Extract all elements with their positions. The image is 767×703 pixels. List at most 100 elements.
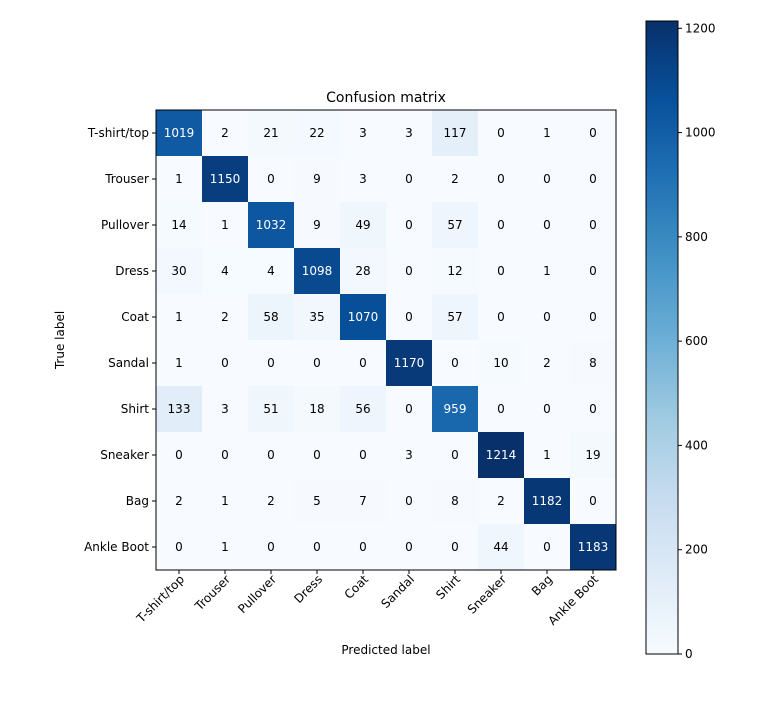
heatmap-cell [478,340,525,387]
cell-value-label: 1 [221,540,229,554]
colorbar-tick-label: 800 [685,230,708,244]
cell-value-label: 22 [309,126,324,140]
heatmap-cell [386,110,433,157]
heatmap-cell [202,478,249,525]
cell-value-label: 57 [447,310,462,324]
heatmap-cell [524,432,571,479]
heatmap-cell [432,202,479,249]
y-tick-label: Shirt [121,402,149,416]
cell-value-label: 0 [405,402,413,416]
cell-value-label: 56 [355,402,370,416]
cell-value-label: 0 [543,218,551,232]
heatmap-cell [156,110,203,157]
heatmap-cell [156,524,203,571]
cell-value-label: 0 [359,356,367,370]
heatmap-cell [202,524,249,571]
heatmap-cell [294,248,341,295]
x-tick-label: Shirt [433,572,463,602]
cell-value-label: 9 [313,218,321,232]
chart-title: Confusion matrix [326,90,446,106]
cell-value-label: 44 [493,540,508,554]
cell-value-label: 0 [497,402,505,416]
heatmap-cell [294,156,341,203]
y-tick-label: Sneaker [100,448,149,462]
heatmap-cell [202,386,249,433]
cell-value-label: 1214 [486,448,517,462]
heatmap-cell [202,294,249,341]
cell-value-label: 51 [263,402,278,416]
colorbar-tick-label: 400 [685,438,708,452]
heatmap-cell [478,478,525,525]
heatmap-cell [570,110,617,157]
cell-value-label: 0 [497,264,505,278]
heatmap-cell [248,156,295,203]
colorbar-tick-label: 0 [685,647,693,661]
cell-value-label: 3 [405,448,413,462]
cell-value-label: 28 [355,264,370,278]
cell-value-label: 0 [497,218,505,232]
heatmap-cell [524,202,571,249]
heatmap-cell [524,294,571,341]
heatmap-cell [570,524,617,571]
colorbar-tick-label: 600 [685,334,708,348]
heatmap-cell [294,202,341,249]
heatmap-cell [202,156,249,203]
cell-value-label: 0 [405,540,413,554]
heatmap-cell [340,110,387,157]
cell-value-label: 2 [497,494,505,508]
colorbar-tick-label: 1200 [685,21,716,35]
cell-value-label: 3 [359,126,367,140]
heatmap-cell [294,478,341,525]
cell-value-label: 18 [309,402,324,416]
x-tick-label: Trouser [192,572,234,614]
heatmap-cell [524,110,571,157]
cell-value-label: 0 [543,310,551,324]
cell-value-label: 0 [405,494,413,508]
colorbar-tick-label: 200 [685,543,708,557]
y-tick-label: Sandal [108,356,149,370]
heatmap-cell [248,478,295,525]
cell-value-label: 0 [497,172,505,186]
heatmap-cell [340,478,387,525]
cell-value-label: 0 [451,448,459,462]
cell-value-label: 0 [497,310,505,324]
cell-value-label: 0 [405,218,413,232]
heatmap-cell [570,386,617,433]
y-axis-ticks: T-shirt/top Trouser Pullover Dress Coat Sanda… [84,126,156,554]
heatmap-cell [156,386,203,433]
cell-value-label: 0 [221,356,229,370]
heatmap-cell [248,202,295,249]
heatmap-cell [340,294,387,341]
heatmap-cell [432,386,479,433]
cell-value-label: 0 [405,172,413,186]
x-tick-label: T-shirt/top [133,572,187,626]
heatmap-cell [478,386,525,433]
cell-value-label: 10 [493,356,508,370]
heatmap-cell [248,110,295,157]
heatmap-cell [386,524,433,571]
heatmap-cell [386,340,433,387]
heatmap-cell [386,432,433,479]
cell-value-label: 9 [313,172,321,186]
heatmap-cell [294,294,341,341]
heatmap-cell [294,386,341,433]
heatmap-cell [248,524,295,571]
heatmap-cell [478,110,525,157]
cell-value-label: 0 [543,402,551,416]
y-tick-label: Ankle Boot [84,540,149,554]
cell-value-label: 0 [451,540,459,554]
cell-value-label: 2 [451,172,459,186]
cell-value-label: 1 [175,172,183,186]
cell-value-label: 4 [267,264,275,278]
x-tick-label: Coat [342,572,372,602]
cell-value-label: 4 [221,264,229,278]
heatmap-cell [340,156,387,203]
cell-value-label: 58 [263,310,278,324]
cell-value-label: 1 [543,448,551,462]
cell-value-label: 1098 [302,264,333,278]
heatmap-cell [156,156,203,203]
heatmap-cell [340,432,387,479]
x-tick-label: Bag [529,572,555,598]
heatmap-cell [202,432,249,479]
heatmap-cell [478,248,525,295]
